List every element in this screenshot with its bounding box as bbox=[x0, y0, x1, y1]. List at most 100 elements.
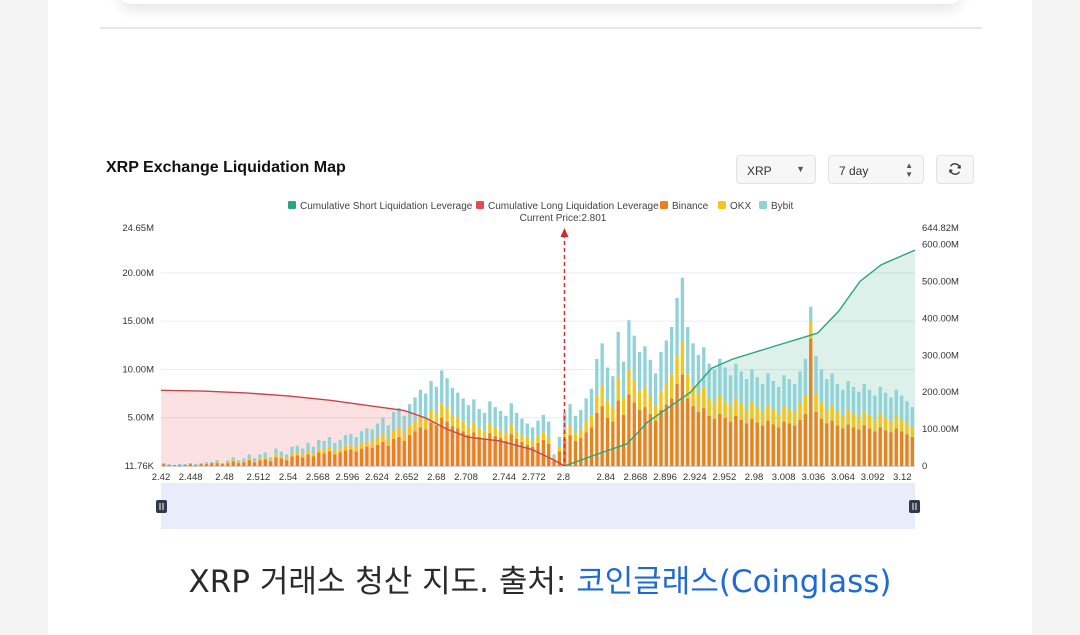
bar-bybit bbox=[536, 420, 540, 437]
bar-okx bbox=[600, 384, 604, 407]
bar-binance bbox=[429, 422, 433, 466]
bar-okx bbox=[851, 413, 856, 428]
bar-bybit bbox=[648, 359, 652, 397]
bar-bybit bbox=[236, 460, 241, 463]
legend-item[interactable]: OKX bbox=[730, 201, 751, 212]
y-left-tick-label: 5.00M bbox=[128, 413, 154, 424]
bar-binance bbox=[349, 449, 353, 466]
bar-bybit bbox=[686, 326, 690, 375]
image-caption: XRP 거래소 청산 지도. 출처: 코인글래스(Coinglass) bbox=[0, 556, 1080, 601]
period-select[interactable]: 7 day ▲ ▼ bbox=[828, 155, 924, 184]
bar-bybit bbox=[557, 437, 562, 447]
bar-bybit bbox=[456, 392, 460, 418]
bar-binance bbox=[723, 417, 727, 466]
bar-okx bbox=[338, 448, 342, 453]
bar-bybit bbox=[873, 395, 877, 420]
x-tick-label: 3.064 bbox=[831, 472, 855, 483]
bar-binance bbox=[285, 460, 289, 466]
refresh-button[interactable] bbox=[936, 155, 974, 184]
y-left-tick-label: 11.76K bbox=[125, 461, 155, 472]
bar-binance bbox=[504, 440, 508, 466]
bar-bybit bbox=[680, 277, 685, 342]
bar-binance bbox=[172, 465, 177, 466]
bar-okx bbox=[311, 453, 316, 457]
bar-bybit bbox=[611, 376, 615, 408]
bar-bybit bbox=[279, 451, 283, 457]
bar-okx bbox=[552, 458, 556, 461]
x-tick-label: 3.036 bbox=[801, 472, 825, 483]
symbol-select[interactable]: XRP ▼ bbox=[736, 155, 816, 184]
bar-binance bbox=[461, 431, 465, 466]
x-tick-label: 2.772 bbox=[522, 472, 546, 483]
x-tick-label: 2.8 bbox=[557, 472, 570, 483]
zoom-range-track[interactable] bbox=[161, 483, 915, 529]
bar-okx bbox=[760, 411, 765, 426]
bar-okx bbox=[252, 461, 257, 463]
period-select-value: 7 day bbox=[839, 164, 869, 178]
bar-bybit bbox=[744, 379, 749, 410]
bar-okx bbox=[835, 411, 840, 426]
bar-okx bbox=[327, 446, 332, 452]
bar-okx bbox=[440, 403, 444, 418]
bar-bybit bbox=[354, 437, 358, 447]
bar-binance bbox=[220, 464, 225, 466]
legend-item[interactable]: Cumulative Long Liquidation Leverage bbox=[488, 201, 659, 212]
bar-okx bbox=[204, 463, 209, 465]
bar-okx bbox=[434, 413, 439, 426]
bar-binance bbox=[702, 408, 706, 466]
bar-okx bbox=[691, 384, 695, 407]
bar-okx bbox=[365, 440, 369, 447]
bar-okx bbox=[258, 458, 262, 461]
bar-bybit bbox=[841, 389, 845, 416]
bar-binance bbox=[279, 458, 283, 466]
bar-bybit bbox=[226, 460, 230, 463]
bar-okx bbox=[381, 434, 385, 442]
bar-bybit bbox=[696, 354, 701, 393]
bar-binance bbox=[338, 452, 342, 466]
liquidation-chart: Cumulative Short Liquidation Leverage Cum… bbox=[122, 201, 959, 529]
bar-bybit bbox=[204, 462, 209, 464]
bar-binance bbox=[322, 453, 326, 466]
bar-binance bbox=[734, 415, 738, 466]
legend-item[interactable]: Bybit bbox=[771, 201, 793, 212]
bar-okx bbox=[841, 415, 845, 429]
bar-okx bbox=[696, 392, 701, 412]
bar-bybit bbox=[851, 386, 856, 414]
bar-bybit bbox=[632, 335, 636, 381]
legend-item[interactable]: Binance bbox=[672, 201, 709, 212]
bar-okx bbox=[236, 462, 241, 464]
bar-binance bbox=[659, 410, 663, 466]
bar-okx bbox=[905, 423, 909, 435]
bar-binance bbox=[306, 454, 310, 466]
bar-binance bbox=[771, 424, 775, 466]
bar-okx bbox=[263, 457, 267, 460]
zoom-handle-right[interactable] bbox=[909, 500, 920, 513]
bar-bybit bbox=[600, 343, 604, 385]
legend-item[interactable]: Cumulative Short Liquidation Leverage bbox=[300, 201, 473, 212]
bar-bybit bbox=[819, 369, 824, 403]
bar-bybit bbox=[322, 440, 326, 450]
bar-binance bbox=[375, 444, 380, 466]
caption-source-link[interactable]: 코인글래스(Coinglass) bbox=[576, 564, 892, 600]
bar-binance bbox=[199, 464, 203, 466]
bar-bybit bbox=[231, 457, 235, 461]
bar-bybit bbox=[210, 462, 214, 464]
bar-okx bbox=[825, 409, 829, 424]
bar-binance bbox=[691, 406, 695, 466]
symbol-select-value: XRP bbox=[747, 164, 772, 178]
bar-bybit bbox=[258, 454, 262, 459]
y-right-tick-label: 644.82M bbox=[922, 223, 959, 234]
bar-binance bbox=[595, 412, 599, 466]
x-tick-label: 2.744 bbox=[492, 472, 516, 483]
bar-okx bbox=[803, 395, 808, 414]
bar-bybit bbox=[493, 407, 497, 428]
bar-bybit bbox=[509, 403, 513, 425]
chart-legend: Cumulative Short Liquidation Leverage Cum… bbox=[288, 201, 793, 212]
bar-bybit bbox=[878, 386, 882, 414]
bar-bybit bbox=[605, 367, 610, 402]
bar-binance bbox=[605, 417, 610, 466]
bar-okx bbox=[702, 387, 706, 409]
zoom-handle-left[interactable] bbox=[156, 500, 167, 513]
bar-bybit bbox=[183, 464, 187, 466]
bar-bybit bbox=[755, 377, 759, 408]
